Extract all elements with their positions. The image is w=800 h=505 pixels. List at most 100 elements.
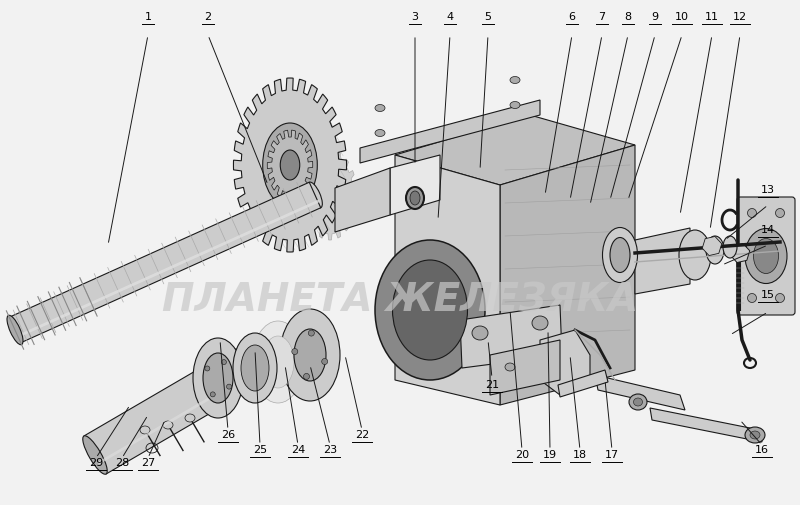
Ellipse shape bbox=[775, 293, 785, 302]
Text: 7: 7 bbox=[598, 12, 606, 22]
Polygon shape bbox=[335, 168, 390, 232]
Ellipse shape bbox=[193, 338, 243, 418]
Polygon shape bbox=[10, 182, 321, 343]
Polygon shape bbox=[635, 228, 690, 294]
Polygon shape bbox=[395, 155, 500, 405]
Polygon shape bbox=[558, 370, 608, 397]
Text: 12: 12 bbox=[733, 12, 747, 22]
Ellipse shape bbox=[185, 414, 195, 422]
Text: 16: 16 bbox=[755, 445, 769, 455]
Text: 2: 2 bbox=[205, 12, 211, 22]
Polygon shape bbox=[84, 366, 226, 474]
Text: 23: 23 bbox=[323, 445, 337, 455]
Text: 10: 10 bbox=[675, 12, 689, 22]
Polygon shape bbox=[360, 100, 540, 163]
Ellipse shape bbox=[610, 237, 630, 273]
Ellipse shape bbox=[410, 191, 420, 205]
Polygon shape bbox=[303, 150, 357, 240]
Ellipse shape bbox=[754, 238, 778, 274]
Text: 13: 13 bbox=[761, 185, 775, 195]
Ellipse shape bbox=[280, 309, 340, 401]
Ellipse shape bbox=[532, 316, 548, 330]
Ellipse shape bbox=[292, 348, 298, 355]
Text: ПЛАНЕТА ЖЕЛЕЗЯКА: ПЛАНЕТА ЖЕЛЕЗЯКА bbox=[162, 281, 638, 319]
Ellipse shape bbox=[472, 326, 488, 340]
Text: 25: 25 bbox=[253, 445, 267, 455]
Ellipse shape bbox=[241, 345, 269, 391]
Polygon shape bbox=[390, 155, 440, 215]
Text: 26: 26 bbox=[221, 430, 235, 440]
Text: 11: 11 bbox=[705, 12, 719, 22]
Ellipse shape bbox=[262, 336, 294, 388]
Ellipse shape bbox=[505, 363, 515, 371]
Text: 9: 9 bbox=[651, 12, 658, 22]
Ellipse shape bbox=[375, 129, 385, 136]
Ellipse shape bbox=[375, 105, 385, 112]
Text: 17: 17 bbox=[605, 450, 619, 460]
Text: 8: 8 bbox=[625, 12, 631, 22]
Ellipse shape bbox=[747, 293, 757, 302]
Polygon shape bbox=[267, 130, 313, 200]
Text: 20: 20 bbox=[515, 450, 529, 460]
Text: 3: 3 bbox=[411, 12, 418, 22]
Text: 21: 21 bbox=[485, 380, 499, 390]
Ellipse shape bbox=[679, 230, 711, 280]
Ellipse shape bbox=[747, 209, 757, 218]
Ellipse shape bbox=[233, 333, 277, 403]
Text: 19: 19 bbox=[543, 450, 557, 460]
Ellipse shape bbox=[294, 329, 326, 381]
Polygon shape bbox=[395, 115, 635, 185]
Ellipse shape bbox=[82, 436, 107, 474]
Text: 28: 28 bbox=[115, 458, 129, 468]
Ellipse shape bbox=[775, 209, 785, 218]
Ellipse shape bbox=[602, 227, 638, 282]
Ellipse shape bbox=[393, 260, 467, 360]
Ellipse shape bbox=[210, 392, 215, 397]
Ellipse shape bbox=[745, 427, 765, 443]
Ellipse shape bbox=[375, 240, 485, 380]
Polygon shape bbox=[500, 145, 635, 405]
Polygon shape bbox=[540, 330, 590, 395]
Ellipse shape bbox=[280, 150, 300, 180]
Ellipse shape bbox=[252, 321, 304, 403]
Text: 18: 18 bbox=[573, 450, 587, 460]
Ellipse shape bbox=[745, 228, 787, 283]
Ellipse shape bbox=[7, 315, 23, 345]
Ellipse shape bbox=[303, 373, 310, 379]
Ellipse shape bbox=[308, 182, 322, 208]
Text: 29: 29 bbox=[89, 458, 103, 468]
Polygon shape bbox=[490, 340, 560, 395]
Polygon shape bbox=[650, 408, 762, 442]
Text: 24: 24 bbox=[291, 445, 305, 455]
Ellipse shape bbox=[406, 187, 424, 209]
Ellipse shape bbox=[205, 366, 210, 371]
Ellipse shape bbox=[220, 349, 250, 397]
Text: 27: 27 bbox=[141, 458, 155, 468]
Text: 4: 4 bbox=[446, 12, 454, 22]
Ellipse shape bbox=[163, 421, 173, 429]
Ellipse shape bbox=[308, 330, 314, 336]
Polygon shape bbox=[460, 305, 562, 368]
Text: 6: 6 bbox=[569, 12, 575, 22]
Ellipse shape bbox=[262, 123, 318, 207]
Ellipse shape bbox=[222, 360, 226, 365]
Ellipse shape bbox=[634, 398, 642, 406]
Ellipse shape bbox=[510, 102, 520, 109]
Text: 14: 14 bbox=[761, 225, 775, 235]
Ellipse shape bbox=[723, 236, 737, 258]
Ellipse shape bbox=[510, 76, 520, 83]
Ellipse shape bbox=[203, 353, 233, 403]
Polygon shape bbox=[595, 375, 685, 410]
Text: 15: 15 bbox=[761, 290, 775, 300]
Ellipse shape bbox=[706, 236, 724, 264]
Ellipse shape bbox=[226, 384, 231, 389]
Text: 22: 22 bbox=[355, 430, 369, 440]
Ellipse shape bbox=[322, 359, 328, 365]
Ellipse shape bbox=[750, 431, 760, 439]
Ellipse shape bbox=[629, 394, 647, 410]
Ellipse shape bbox=[140, 426, 150, 434]
Polygon shape bbox=[234, 78, 346, 252]
FancyBboxPatch shape bbox=[737, 197, 795, 315]
Text: 5: 5 bbox=[485, 12, 491, 22]
Text: 1: 1 bbox=[145, 12, 151, 22]
